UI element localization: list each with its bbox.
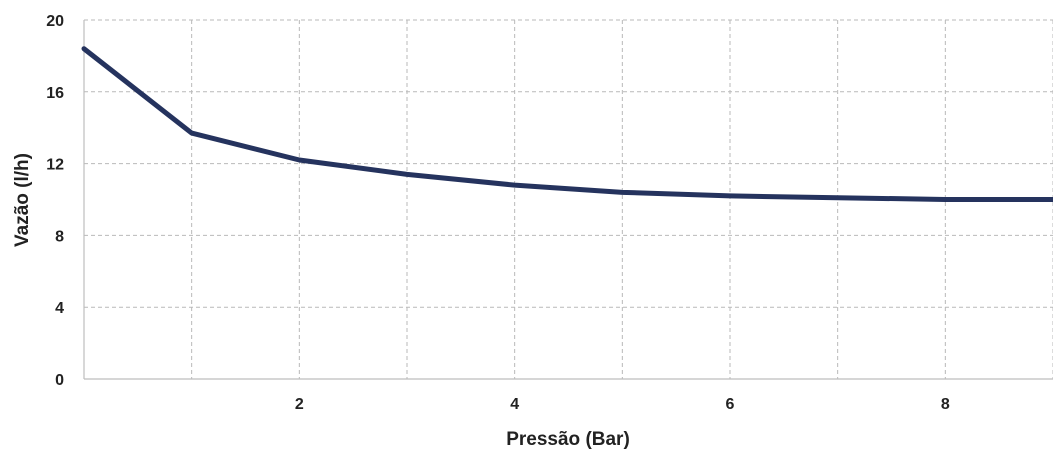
y-tick-label-5: 20 [46, 13, 64, 30]
series-line-0 [81, 46, 1053, 202]
y-tick-label-2: 8 [55, 228, 64, 245]
y-tick-label-1: 4 [55, 300, 64, 317]
x-tick-label-2: 6 [726, 396, 735, 413]
y-tick-label-0: 0 [55, 372, 64, 389]
series-layer [81, 46, 1053, 202]
y-axis-title: Vazão (l/h) [12, 153, 33, 247]
y-tick-label-3: 12 [46, 157, 64, 174]
x-tick-label-1: 4 [510, 396, 519, 413]
x-tick-label-3: 8 [941, 396, 950, 413]
x-tick-label-0: 2 [295, 396, 304, 413]
grid-layer [84, 19, 1053, 379]
axis-layer [83, 20, 1053, 380]
x-axis-title: Pressão (Bar) [506, 429, 630, 450]
y-tick-label-4: 16 [46, 85, 64, 102]
